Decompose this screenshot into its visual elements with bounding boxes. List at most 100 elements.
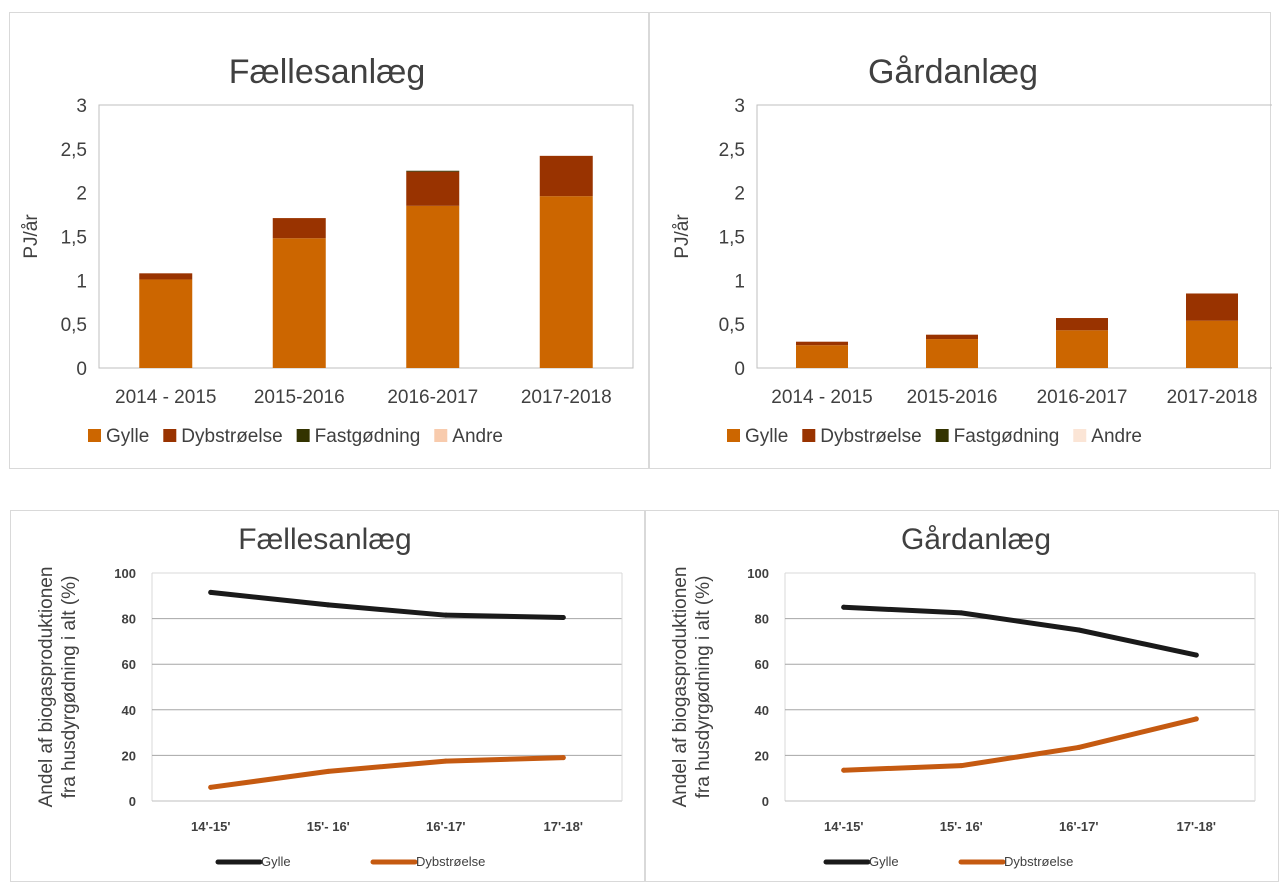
y-tick-label: 0,5 — [719, 315, 745, 336]
data-point — [841, 604, 847, 610]
legend-swatch — [88, 429, 101, 442]
y-tick-label: 20 — [755, 748, 769, 763]
y-axis-label: PJ/år — [672, 214, 693, 259]
x-tick-label: 14'-15' — [191, 819, 230, 834]
y-axis-label: fra husdyrgødning i alt (%) — [693, 576, 714, 799]
y-tick-label: 2,5 — [719, 140, 745, 161]
legend-label: Andre — [452, 426, 503, 447]
bar-segment — [796, 345, 848, 368]
data-point — [1193, 716, 1199, 722]
legend-swatch — [802, 429, 816, 442]
y-tick-label: 60 — [755, 657, 769, 672]
bar-segment — [539, 155, 593, 197]
y-tick-label: 100 — [747, 566, 769, 581]
x-tick-label: 2014 - 2015 — [771, 387, 872, 408]
legend-label: Dybstrøelse — [181, 426, 282, 447]
x-tick-label: 16'-17' — [1059, 819, 1098, 834]
x-tick-label: 15'- 16' — [940, 819, 983, 834]
x-tick-label: 2016-2017 — [1037, 387, 1128, 408]
bar-segment — [406, 171, 460, 206]
legend-label: Gylle — [106, 426, 149, 447]
x-tick-label: 15'- 16' — [307, 819, 350, 834]
y-axis-label: Andel af biogasproduktionen — [670, 567, 691, 808]
bar-chart-gaardanlaeg: Gårdanlæg 0 0,5 1 1,5 2 2,5 3 PJ/år 2014 - 2015 20… — [672, 53, 1272, 447]
x-tick-label: 17'-18' — [544, 819, 583, 834]
bar-segment — [1056, 318, 1108, 331]
y-tick-label: 1,5 — [61, 228, 87, 249]
y-tick-label: 80 — [122, 612, 136, 627]
legend-label: Gylle — [869, 854, 899, 869]
series-line — [841, 604, 1199, 658]
series-line — [208, 755, 566, 790]
data-point — [1076, 627, 1082, 633]
x-tick-label: 2014 - 2015 — [115, 387, 216, 408]
data-point — [325, 768, 331, 774]
legend-label: Gylle — [261, 854, 291, 869]
data-point — [958, 610, 964, 616]
y-tick-label: 2 — [734, 184, 745, 205]
legend-label: Dybstrøelse — [1004, 854, 1073, 869]
legend-swatch — [727, 429, 740, 442]
bar-segment — [139, 279, 193, 368]
y-tick-label: 2,5 — [61, 140, 87, 161]
bar-segment — [1186, 293, 1238, 321]
y-tick-label: 1 — [734, 271, 745, 292]
y-tick-label: 80 — [755, 612, 769, 627]
bar-chart-panel-gaardanlaeg: Gårdanlæg 0 0,5 1 1,5 2 2,5 3 PJ/år 2014 - 2015 20… — [649, 12, 1272, 469]
chart-title: Gårdanlæg — [868, 53, 1038, 91]
bar-chart-panel-faellesanlaeg: Fællesanlæg 0 0,5 1 1,5 2 2,5 3 PJ/år 2014 - 2015… — [9, 12, 649, 469]
y-tick-label: 100 — [114, 566, 136, 581]
legend-label: Dybstrøelse — [416, 854, 485, 869]
bar-segment — [139, 273, 193, 280]
y-tick-label: 0 — [76, 359, 87, 380]
y-axis-label: PJ/år — [21, 214, 42, 259]
line-chart-panel-faellesanlaeg: Fællesanlæg 0 20 40 60 80 100 Andel af biogaspr… — [10, 510, 645, 882]
data-point — [443, 758, 449, 764]
x-tick-label: 2015-2016 — [254, 387, 345, 408]
y-tick-label: 20 — [122, 748, 136, 763]
legend-swatch — [296, 429, 310, 442]
legend-swatch — [935, 429, 949, 442]
series-line — [841, 716, 1199, 773]
bar-segment — [926, 334, 978, 340]
legend-label: Fastgødning — [315, 426, 421, 447]
bar-segment — [796, 341, 848, 346]
chart-title: Gårdanlæg — [901, 523, 1051, 556]
data-point — [560, 614, 566, 620]
plot-area-border — [98, 104, 634, 369]
bar-segment — [1186, 320, 1238, 368]
legend-swatch — [434, 429, 448, 442]
y-tick-label: 0 — [762, 794, 769, 809]
data-point — [841, 767, 847, 773]
data-point — [1076, 744, 1082, 750]
y-tick-label: 0,5 — [61, 315, 87, 336]
data-point — [325, 602, 331, 608]
legend-label: Dybstrøelse — [820, 426, 921, 447]
bar-segment — [406, 205, 460, 368]
legend-swatch — [163, 429, 177, 442]
bar-segment — [272, 238, 326, 368]
legend-label: Andre — [1091, 426, 1142, 447]
y-tick-label: 0 — [734, 359, 745, 380]
legend-swatch — [1073, 429, 1087, 442]
y-tick-label: 40 — [755, 703, 769, 718]
x-tick-label: 14'-15' — [824, 819, 863, 834]
y-tick-label: 60 — [122, 657, 136, 672]
y-tick-label: 3 — [76, 96, 87, 117]
line-chart-panel-gaardanlaeg: Gårdanlæg 0 20 40 60 80 100 Andel af biogasprod… — [645, 510, 1279, 882]
series-line — [208, 589, 566, 620]
plot-area-border — [756, 104, 1272, 369]
x-tick-label: 2017-2018 — [1167, 387, 1258, 408]
data-point — [208, 589, 214, 595]
bar-chart-faellesanlaeg: Fællesanlæg 0 0,5 1 1,5 2 2,5 3 PJ/år 2014 - 2015… — [21, 53, 634, 447]
data-point — [560, 755, 566, 761]
x-tick-label: 2015-2016 — [907, 387, 998, 408]
data-point — [1193, 652, 1199, 658]
bar-segment — [539, 196, 593, 368]
line-chart-faellesanlaeg: Fællesanlæg 0 20 40 60 80 100 Andel af biogaspr… — [36, 523, 623, 869]
data-point — [208, 784, 214, 790]
y-tick-label: 1 — [76, 271, 87, 292]
data-point — [443, 612, 449, 618]
y-tick-label: 0 — [129, 794, 136, 809]
x-tick-label: 16'-17' — [426, 819, 465, 834]
